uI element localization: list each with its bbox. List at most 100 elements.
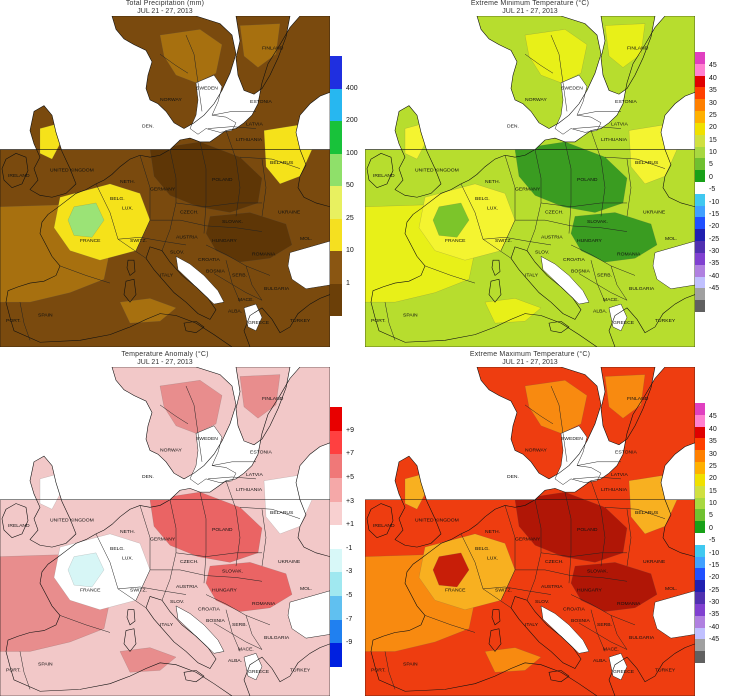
- country-border: [578, 622, 628, 650]
- country-label: AUSTRIA: [176, 584, 198, 590]
- legend-swatch: [695, 158, 705, 171]
- country-label: LATVIA: [246, 472, 264, 478]
- legend-tick-label: -30: [709, 599, 720, 607]
- legend-tick-label: -45: [709, 636, 720, 644]
- legend-swatch: [695, 450, 705, 463]
- country-border: [207, 476, 257, 480]
- legend-tick-label: +7: [346, 450, 354, 458]
- coastline: [488, 628, 502, 652]
- country-border: [213, 273, 263, 301]
- country-label: CROATIA: [563, 607, 586, 613]
- legend-swatch: [695, 217, 705, 230]
- legend-tick-label: 1: [346, 279, 350, 287]
- country-label: PORT.: [371, 667, 386, 673]
- country-label: PORT.: [6, 318, 21, 324]
- country-border: [610, 615, 628, 650]
- country-label: MOL.: [300, 586, 312, 592]
- country-border: [199, 492, 207, 584]
- country-label: GREECE: [248, 669, 270, 675]
- legend-swatch: [695, 485, 705, 498]
- legend-swatch: [695, 252, 705, 265]
- country-border: [604, 156, 666, 169]
- contour-band: [524, 29, 588, 83]
- country-label: BULGARIA: [264, 635, 290, 641]
- legend-swatch: [695, 122, 705, 135]
- legend-swatch: [330, 56, 342, 89]
- country-border: [572, 126, 622, 129]
- country-label: HUNGARY: [577, 588, 603, 594]
- legend-swatch: [330, 407, 342, 431]
- country-border: [460, 533, 512, 609]
- country-border: [384, 302, 396, 341]
- legend-swatch: [330, 454, 342, 478]
- country-label: BELARUS: [270, 160, 294, 166]
- sea-area: [175, 255, 225, 305]
- europe-map: FINLAND NORWAY SWEDEN ESTONIA LATVIA LITHUANI…: [0, 16, 330, 347]
- country-label: LUX.: [487, 556, 498, 562]
- country-border: [205, 594, 271, 626]
- country-label: BELG.: [475, 196, 490, 202]
- country-border: [225, 260, 241, 303]
- country-border: [590, 609, 606, 652]
- country-label: PORT.: [6, 667, 21, 673]
- legend-swatch: [695, 568, 705, 581]
- country-labels: FINLAND NORWAY SWEDEN ESTONIA LATVIA LITHUANI…: [371, 396, 677, 675]
- legend-swatch: [695, 276, 705, 289]
- country-border: [540, 202, 627, 208]
- country-label: FINLAND: [627, 45, 649, 51]
- legend-swatch: [695, 75, 705, 88]
- legend-tick-label: 40: [709, 425, 717, 433]
- legend-swatch: [330, 501, 342, 526]
- country-label: ESTONIA: [250, 99, 273, 105]
- legend-tick-label: -35: [709, 611, 720, 619]
- legend-swatch: [695, 193, 705, 206]
- legend-tick-label: -7: [346, 615, 353, 623]
- legend-tick-label: -45: [709, 285, 720, 293]
- country-border: [159, 404, 189, 425]
- country-border: [150, 219, 263, 232]
- legend-swatch: [695, 205, 705, 218]
- country-label: ITALY: [525, 273, 539, 279]
- country-border: [564, 141, 572, 234]
- country-label: FINLAND: [627, 396, 649, 402]
- legend-tick-label: -5: [709, 186, 716, 194]
- legend-tick-label: 30: [709, 450, 717, 458]
- legend-swatch: [695, 603, 705, 616]
- country-label: UKRAINE: [278, 559, 301, 565]
- legend-tick-label: -30: [709, 248, 720, 256]
- coastline: [548, 320, 570, 333]
- country-label: SERB.: [232, 622, 247, 628]
- country-label: NORWAY: [160, 97, 183, 103]
- legend-tick-label: -5: [346, 592, 353, 600]
- legend-tick-label: 5: [709, 512, 713, 520]
- legend-swatch: [695, 639, 705, 652]
- country-label: UNITED KINGDOM: [50, 168, 94, 174]
- legend-tick-label: -40: [709, 623, 720, 631]
- legend-tick-label: 40: [709, 74, 717, 82]
- country-border: [175, 552, 262, 557]
- country-label: GERMANY: [150, 187, 176, 193]
- country-border: [515, 569, 628, 582]
- country-border: [540, 552, 627, 557]
- contour-band: [39, 474, 61, 510]
- legend-swatch: [330, 572, 342, 597]
- coastline: [491, 609, 501, 626]
- country-label: LATVIA: [246, 122, 264, 128]
- country-border: [135, 505, 151, 601]
- country-borders: [19, 34, 301, 341]
- country-label: SLOVAK.: [587, 219, 608, 225]
- legend-swatch: [330, 477, 342, 502]
- country-border: [550, 385, 568, 462]
- panel-date-range: JUL 21 - 27, 2013: [137, 8, 193, 15]
- legend-tick-label: -15: [709, 210, 720, 218]
- min-temperature-map-panel: Extreme Minimum Temperature (°C) JUL 21 …: [365, 0, 730, 347]
- legend-swatch: [695, 651, 705, 663]
- country-border: [482, 237, 552, 246]
- country-label: HUNGARY: [212, 588, 238, 594]
- country-label: CZECH.: [545, 559, 564, 565]
- legend-tick-label: 15: [709, 487, 717, 495]
- europe-map: FINLAND NORWAY SWEDEN ESTONIA LATVIA LITHUANI…: [365, 16, 695, 347]
- coastline: [365, 16, 695, 347]
- legend-swatch: [695, 111, 705, 123]
- country-label: ALBA.: [228, 309, 242, 315]
